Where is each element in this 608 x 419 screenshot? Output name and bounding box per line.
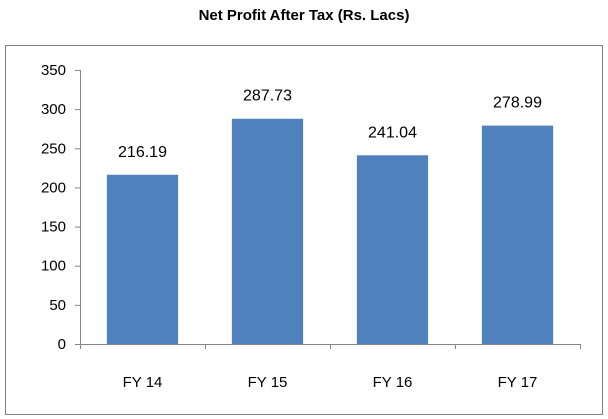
x-tick-label: FY 14	[123, 374, 163, 391]
bar	[481, 125, 554, 344]
chart-title: Net Profit After Tax (Rs. Lacs)	[198, 7, 410, 24]
chart-border	[5, 45, 603, 415]
y-tick-label: 50	[49, 297, 66, 314]
x-tick-label: FY 16	[373, 374, 413, 391]
bar-data-label: 287.73	[243, 88, 292, 105]
x-tick-label: FY 17	[498, 374, 538, 391]
bar-data-label: 278.99	[493, 95, 542, 112]
y-tick-label: 0	[58, 336, 66, 353]
y-tick-label: 200	[41, 179, 66, 196]
x-tick-label: FY 15	[248, 374, 288, 391]
bar	[231, 118, 304, 345]
y-tick-label: 300	[41, 101, 66, 118]
bars	[106, 118, 554, 345]
x-axis: FY 14 FY 15 FY 16 FY 17	[80, 344, 581, 391]
y-tick-label: 100	[41, 258, 66, 275]
bar-data-label: 241.04	[368, 124, 417, 141]
y-tick-label: 150	[41, 219, 66, 236]
y-tick-label: 250	[41, 140, 66, 157]
bar	[356, 155, 429, 344]
bar-data-label: 216.19	[118, 144, 167, 161]
data-labels: 216.19 287.73 241.04 278.99	[118, 88, 542, 161]
y-tick-label: 350	[41, 62, 66, 79]
y-axis: 0 50 100 150 200 250 300 350	[41, 62, 81, 353]
bar	[106, 174, 179, 344]
